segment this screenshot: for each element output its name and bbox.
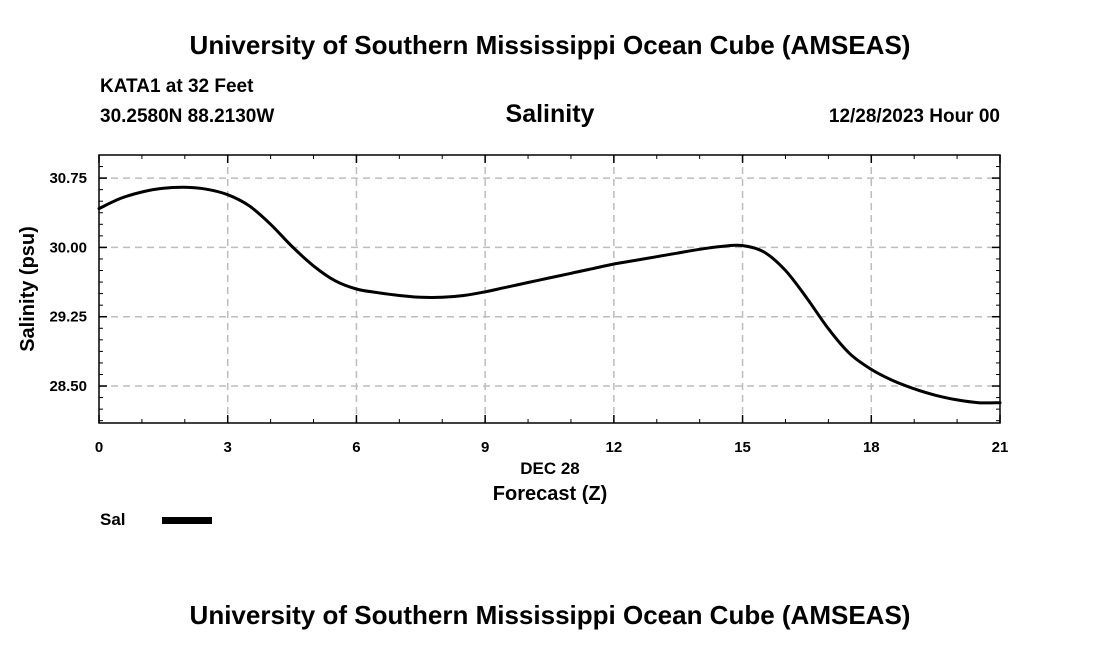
y-tick-label: 30.75 xyxy=(49,170,87,187)
station-label: KATA1 at 32 Feet xyxy=(100,76,254,97)
chart-top-title: University of Southern Mississippi Ocean… xyxy=(189,30,911,60)
x-tick-label: 21 xyxy=(992,439,1009,456)
x-tick-label: 6 xyxy=(352,439,360,456)
x-tick-label: 9 xyxy=(481,439,489,456)
x-axis-label: Forecast (Z) xyxy=(493,483,607,505)
y-tick-label: 29.25 xyxy=(49,309,87,326)
forecast-datetime: 12/28/2023 Hour 00 xyxy=(828,106,1000,127)
legend-swatch-sal xyxy=(162,517,212,524)
y-tick-label: 30.00 xyxy=(49,239,87,256)
station-coordinates: 30.2580N 88.2130W xyxy=(100,106,275,127)
x-tick-label: 3 xyxy=(224,439,232,456)
axis-ticks xyxy=(98,154,1001,423)
y-tick-label: 28.50 xyxy=(49,378,87,395)
x-tick-label: 18 xyxy=(863,439,880,456)
legend: Sal xyxy=(100,510,212,529)
grid-lines xyxy=(99,155,1000,423)
plot-frame xyxy=(98,154,1001,424)
x-axis-sublabel: DEC 28 xyxy=(520,459,580,478)
x-tick-label: 15 xyxy=(734,439,751,456)
x-tick-label: 0 xyxy=(95,439,103,456)
series-line-sal xyxy=(97,185,1002,405)
x-tick-labels: 0 3 6 9 12 15 18 21 xyxy=(95,439,1009,456)
y-tick-labels: 28.50 29.25 30.00 30.75 xyxy=(49,170,87,395)
legend-label-sal: Sal xyxy=(100,510,126,529)
chart-title: Salinity xyxy=(505,100,595,128)
x-tick-label: 12 xyxy=(606,439,623,456)
y-axis-label: Salinity (psu) xyxy=(17,226,39,352)
chart-bottom-title: University of Southern Mississippi Ocean… xyxy=(189,600,911,630)
salinity-chart: 0 3 6 9 12 15 18 21 28.50 29.25 30.00 30.75 DEC 28… xyxy=(17,154,1009,529)
